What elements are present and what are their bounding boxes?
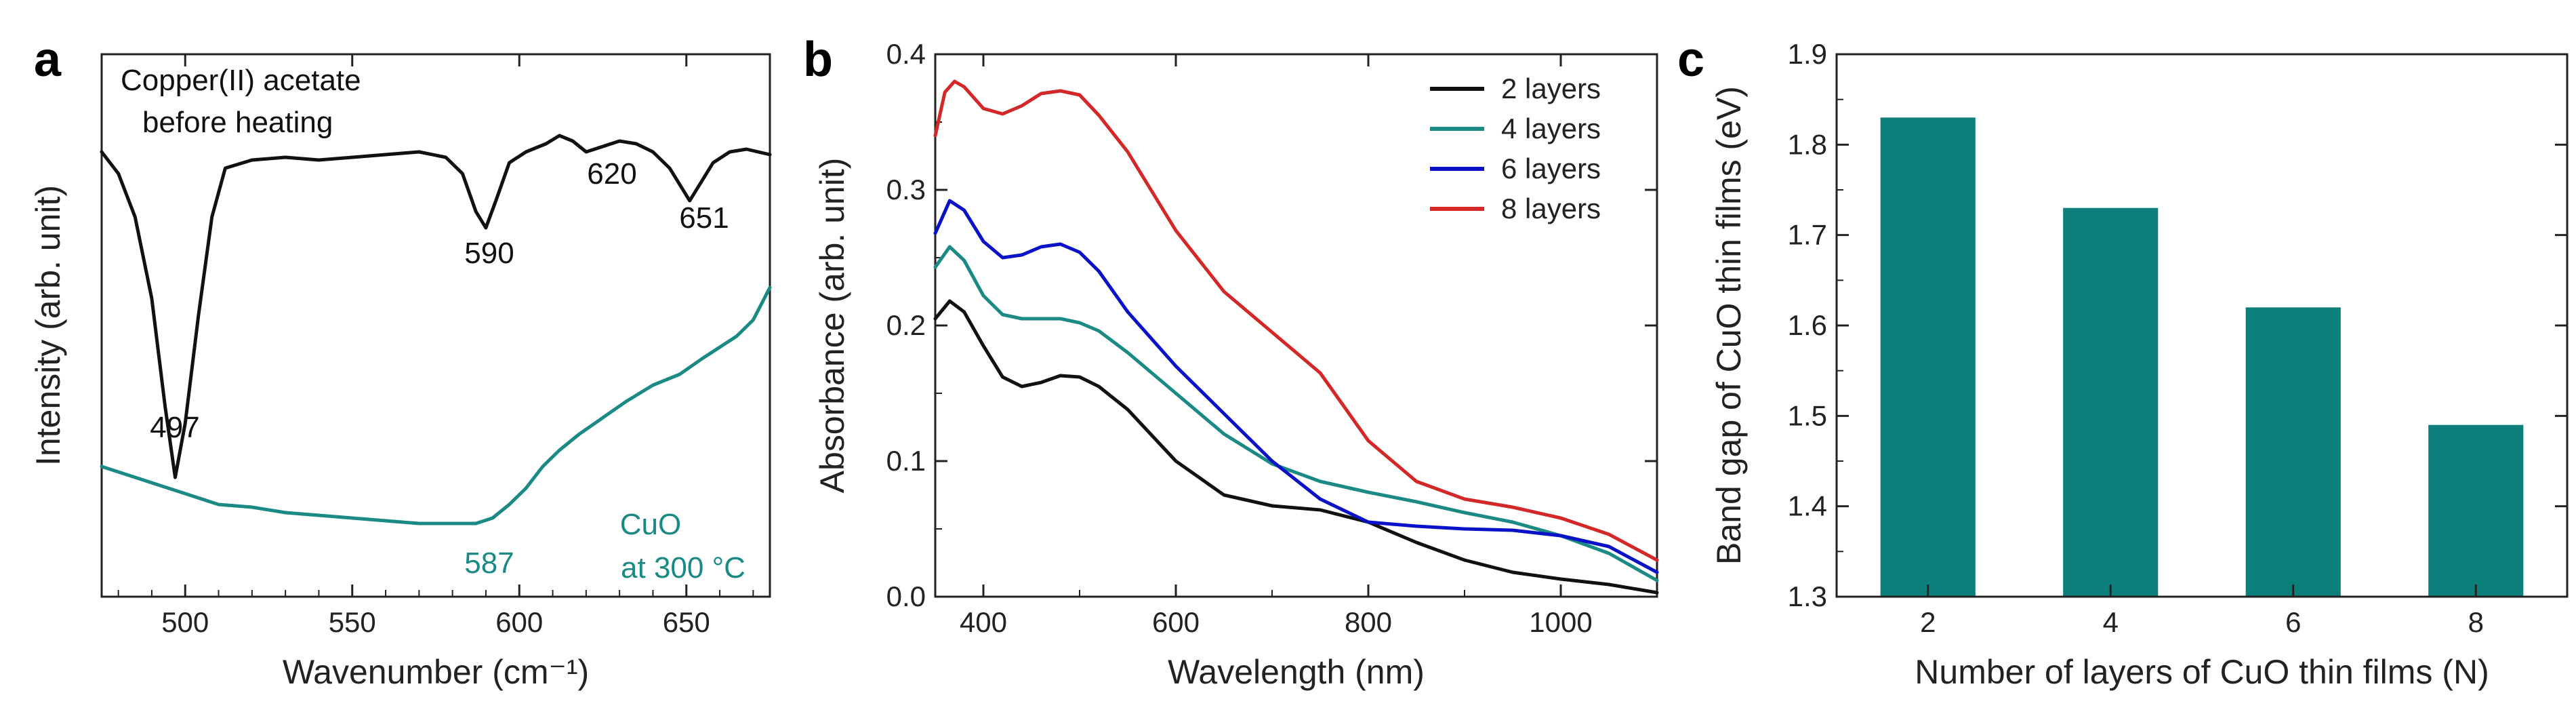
panel-a-x-tick-label: 600	[495, 606, 543, 638]
panel-c-bar-8	[2428, 424, 2524, 597]
panel-c-y-tick-label: 1.7	[1788, 219, 1827, 251]
panel-c-y-tick-label: 1.6	[1788, 309, 1827, 341]
panel-b-x-tick-label: 800	[1345, 606, 1392, 638]
panel-a-series-acetate-line	[100, 134, 772, 479]
panel-b-y-tick-label: 0.0	[886, 580, 926, 612]
panel-a: a 500 550 600 650 Wavenumber (cm⁻¹) Intensity …	[29, 33, 772, 691]
panel-a-x-tick-label: 550	[329, 606, 376, 638]
panel-b-x-axis-label: Wavelength (nm)	[1168, 653, 1425, 691]
panel-c-x-axis-label: Number of layers of CuO thin films (N)	[1915, 653, 2489, 691]
panel-c-y-tick-label: 1.8	[1788, 128, 1827, 160]
panel-b-x-tick-label: 1000	[1529, 606, 1592, 638]
panel-a-annotation: CuO	[620, 508, 681, 541]
panel-b-series-4-layers-line	[933, 245, 1659, 582]
panel-a-annotation: Copper(II) acetate	[121, 64, 361, 97]
panel-c-y-axis-label: Band gap of CuO thin films (eV)	[1710, 86, 1748, 565]
panel-c-y-tick-label: 1.5	[1788, 399, 1827, 431]
panel-b-y-tick-label: 0.3	[886, 174, 926, 205]
panel-c-bar-4	[2063, 207, 2159, 597]
panel-c-label: c	[1677, 33, 1704, 87]
panel-c: c 2 4 6 8 1.3 1.4 1.5 1.6 1.7 1.8 1.9 Number of laye…	[1677, 33, 2569, 691]
panel-c-y-tick-label: 1.3	[1788, 580, 1827, 612]
panel-a-x-tick-label: 500	[161, 606, 209, 638]
panel-c-y-tick-label: 1.9	[1788, 38, 1827, 70]
panel-b-legend-label: 6 layers	[1501, 153, 1601, 184]
panel-c-y-tick-label: 1.4	[1788, 490, 1827, 522]
panel-a-annotation: at 300 °C	[621, 551, 745, 584]
panel-b-x-tick-label: 600	[1152, 606, 1200, 638]
panel-b-x-tick-label: 400	[960, 606, 1007, 638]
panel-b: b 400 600 800 1000 0.0 0.1 0.2 0.3 0.4 2 layers 4 l…	[803, 33, 1659, 691]
panel-b-y-tick-label: 0.4	[886, 38, 926, 70]
panel-c-x-tick-label: 8	[2468, 606, 2484, 638]
panel-a-plot-frame	[100, 53, 771, 598]
panel-b-legend-label: 4 layers	[1501, 113, 1601, 144]
panel-b-series-6-layers-line	[933, 199, 1659, 574]
panel-c-x-tick-label: 6	[2285, 606, 2301, 638]
panel-c-bar-2	[1880, 117, 1976, 597]
panel-a-annotation: before heating	[142, 106, 333, 139]
panel-a-x-tick-label: 650	[663, 606, 710, 638]
panel-a-annotation: 620	[587, 157, 636, 191]
panel-b-y-tick-label: 0.2	[886, 309, 926, 341]
panel-c-x-tick-label: 4	[2103, 606, 2119, 638]
panel-c-x-tick-label: 2	[1920, 606, 1936, 638]
panel-b-series-2-layers-line	[933, 299, 1659, 595]
panel-b-series-8-layers-line	[933, 79, 1659, 562]
panel-b-y-tick-label: 0.1	[886, 445, 926, 477]
panel-c-bar-6	[2245, 307, 2341, 597]
panel-a-label: a	[34, 33, 62, 87]
panel-a-y-axis-label: Intensity (arb. unit)	[29, 185, 67, 466]
panel-a-x-axis-label: Wavenumber (cm⁻¹)	[283, 653, 589, 691]
panel-a-annotation: 587	[464, 547, 514, 580]
panel-a-annotation: 590	[464, 237, 514, 270]
panel-a-annotation: 497	[150, 411, 199, 444]
panel-b-legend-label: 2 layers	[1501, 73, 1601, 104]
panel-b-legend-label: 8 layers	[1501, 193, 1601, 224]
panel-b-y-axis-label: Absorbance (arb. unit)	[813, 158, 851, 494]
panel-a-series-cuo-line	[100, 285, 772, 525]
panel-b-label: b	[803, 33, 833, 87]
panel-a-annotation: 651	[679, 201, 729, 235]
